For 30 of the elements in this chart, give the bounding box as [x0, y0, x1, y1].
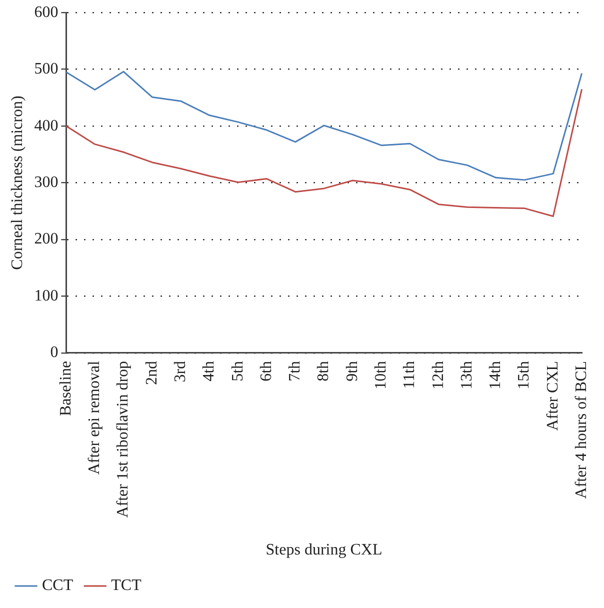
x-tick-label: 4th — [200, 360, 218, 382]
y-tick-label: 600 — [34, 4, 58, 21]
x-tick-label: After epi removal — [86, 360, 104, 475]
x-tick-label: 7th — [286, 360, 304, 382]
y-tick-label: 200 — [34, 230, 58, 248]
x-axis-title: Steps during CXL — [266, 542, 382, 559]
legend-label: CCT — [42, 577, 74, 594]
y-axis-title: Corneal thickness (micron) — [8, 96, 26, 270]
x-tick-label: 14th — [487, 360, 504, 390]
x-tick-label: 9th — [344, 360, 361, 382]
x-tick-label: Baseline — [57, 360, 74, 416]
x-tick-label: 12th — [430, 360, 447, 390]
x-tick-label: 10th — [372, 360, 390, 390]
x-tick-label: 2nd — [143, 360, 160, 385]
legend-label: TCT — [111, 577, 142, 594]
y-tick-label: 400 — [34, 117, 58, 134]
x-tick-label: 15th — [516, 360, 533, 390]
x-tick-label: 13th — [458, 360, 476, 390]
x-tick-label: 6th — [258, 360, 275, 382]
x-tick-label: 8th — [315, 360, 332, 382]
x-tick-label: After CXL — [544, 360, 562, 431]
x-tick-label: 11th — [401, 360, 418, 389]
y-tick-label: 100 — [34, 287, 58, 304]
y-tick-label: 0 — [50, 344, 58, 362]
x-tick-label: 3rd — [172, 360, 189, 382]
y-tick-label: 300 — [34, 174, 58, 191]
x-tick-label: After 1st riboflavin drop — [114, 360, 132, 518]
y-tick-label: 500 — [34, 60, 58, 78]
x-tick-label: After 4 hours of BCL — [573, 360, 590, 499]
x-tick-label: 5th — [229, 360, 246, 382]
